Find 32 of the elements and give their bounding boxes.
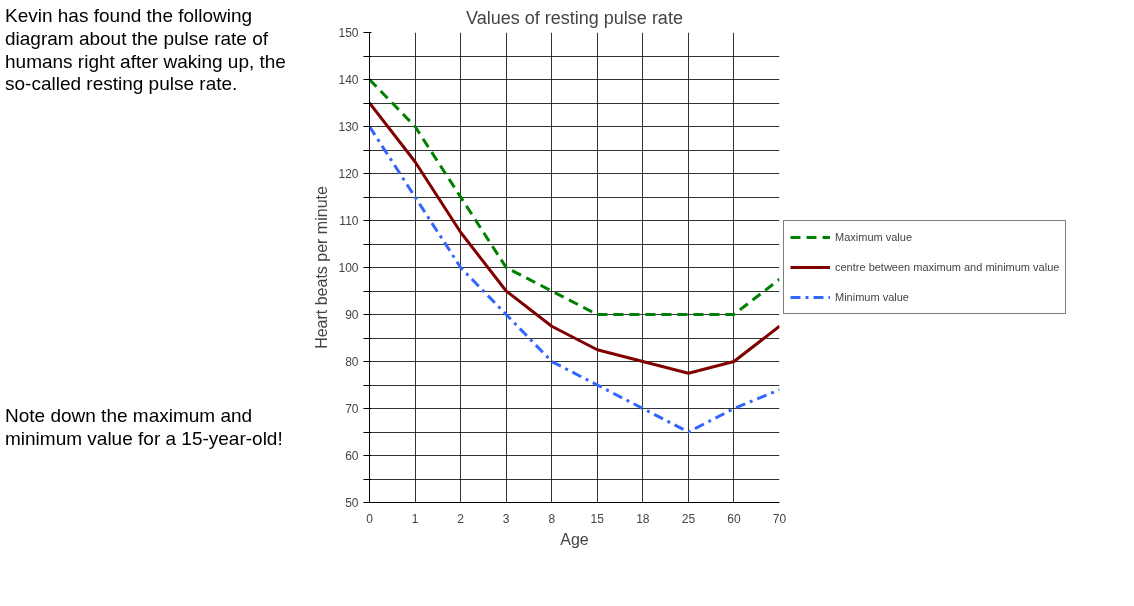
x-tick-label: 60 (727, 511, 741, 526)
y-tick-label: 50 (345, 496, 359, 510)
line-series (369, 125, 780, 434)
y-tick-label: 80 (345, 355, 359, 369)
y-tick-label: 110 (339, 214, 359, 228)
y-tick-label: 130 (338, 120, 359, 134)
y-tick-label: 60 (345, 449, 359, 463)
x-tick-label: 25 (681, 511, 696, 526)
line-series (369, 78, 780, 316)
x-tick-label: 1 (411, 511, 419, 526)
legend-label: Minimum value (835, 291, 909, 303)
x-tick-label: 3 (502, 511, 510, 526)
y-tick-label: 120 (338, 167, 359, 181)
text: Note down the maximum and minimum value for a 15-year-old! (5, 405, 284, 451)
x-tick-label: 0 (366, 511, 374, 526)
x-axis-title: Age (560, 530, 589, 548)
line-series (369, 101, 780, 375)
text: Kevin has found the following diagram about the pulse rate of humans right after waking up, the so-called resting pulse rate. (5, 5, 287, 97)
y-tick-label: 100 (338, 261, 359, 275)
y-tick-label: 90 (345, 308, 359, 322)
y-axis-title: Heart beats per minute (313, 186, 331, 349)
x-tick-label: 70 (772, 511, 787, 526)
legend-label: Maximum value (835, 231, 913, 243)
chart-title: Values of resting pulse rate (466, 7, 683, 28)
y-tick-label: 150 (338, 26, 359, 40)
x-tick-label: 2 (457, 511, 465, 526)
y-tick-label: 140 (338, 73, 359, 87)
x-tick-label: 8 (548, 511, 556, 526)
legend-label: centre between maximum and minimum value (835, 261, 1060, 273)
y-tick-label: 70 (345, 402, 359, 416)
x-tick-label: 15 (590, 511, 605, 526)
x-tick-label: 18 (636, 511, 650, 526)
